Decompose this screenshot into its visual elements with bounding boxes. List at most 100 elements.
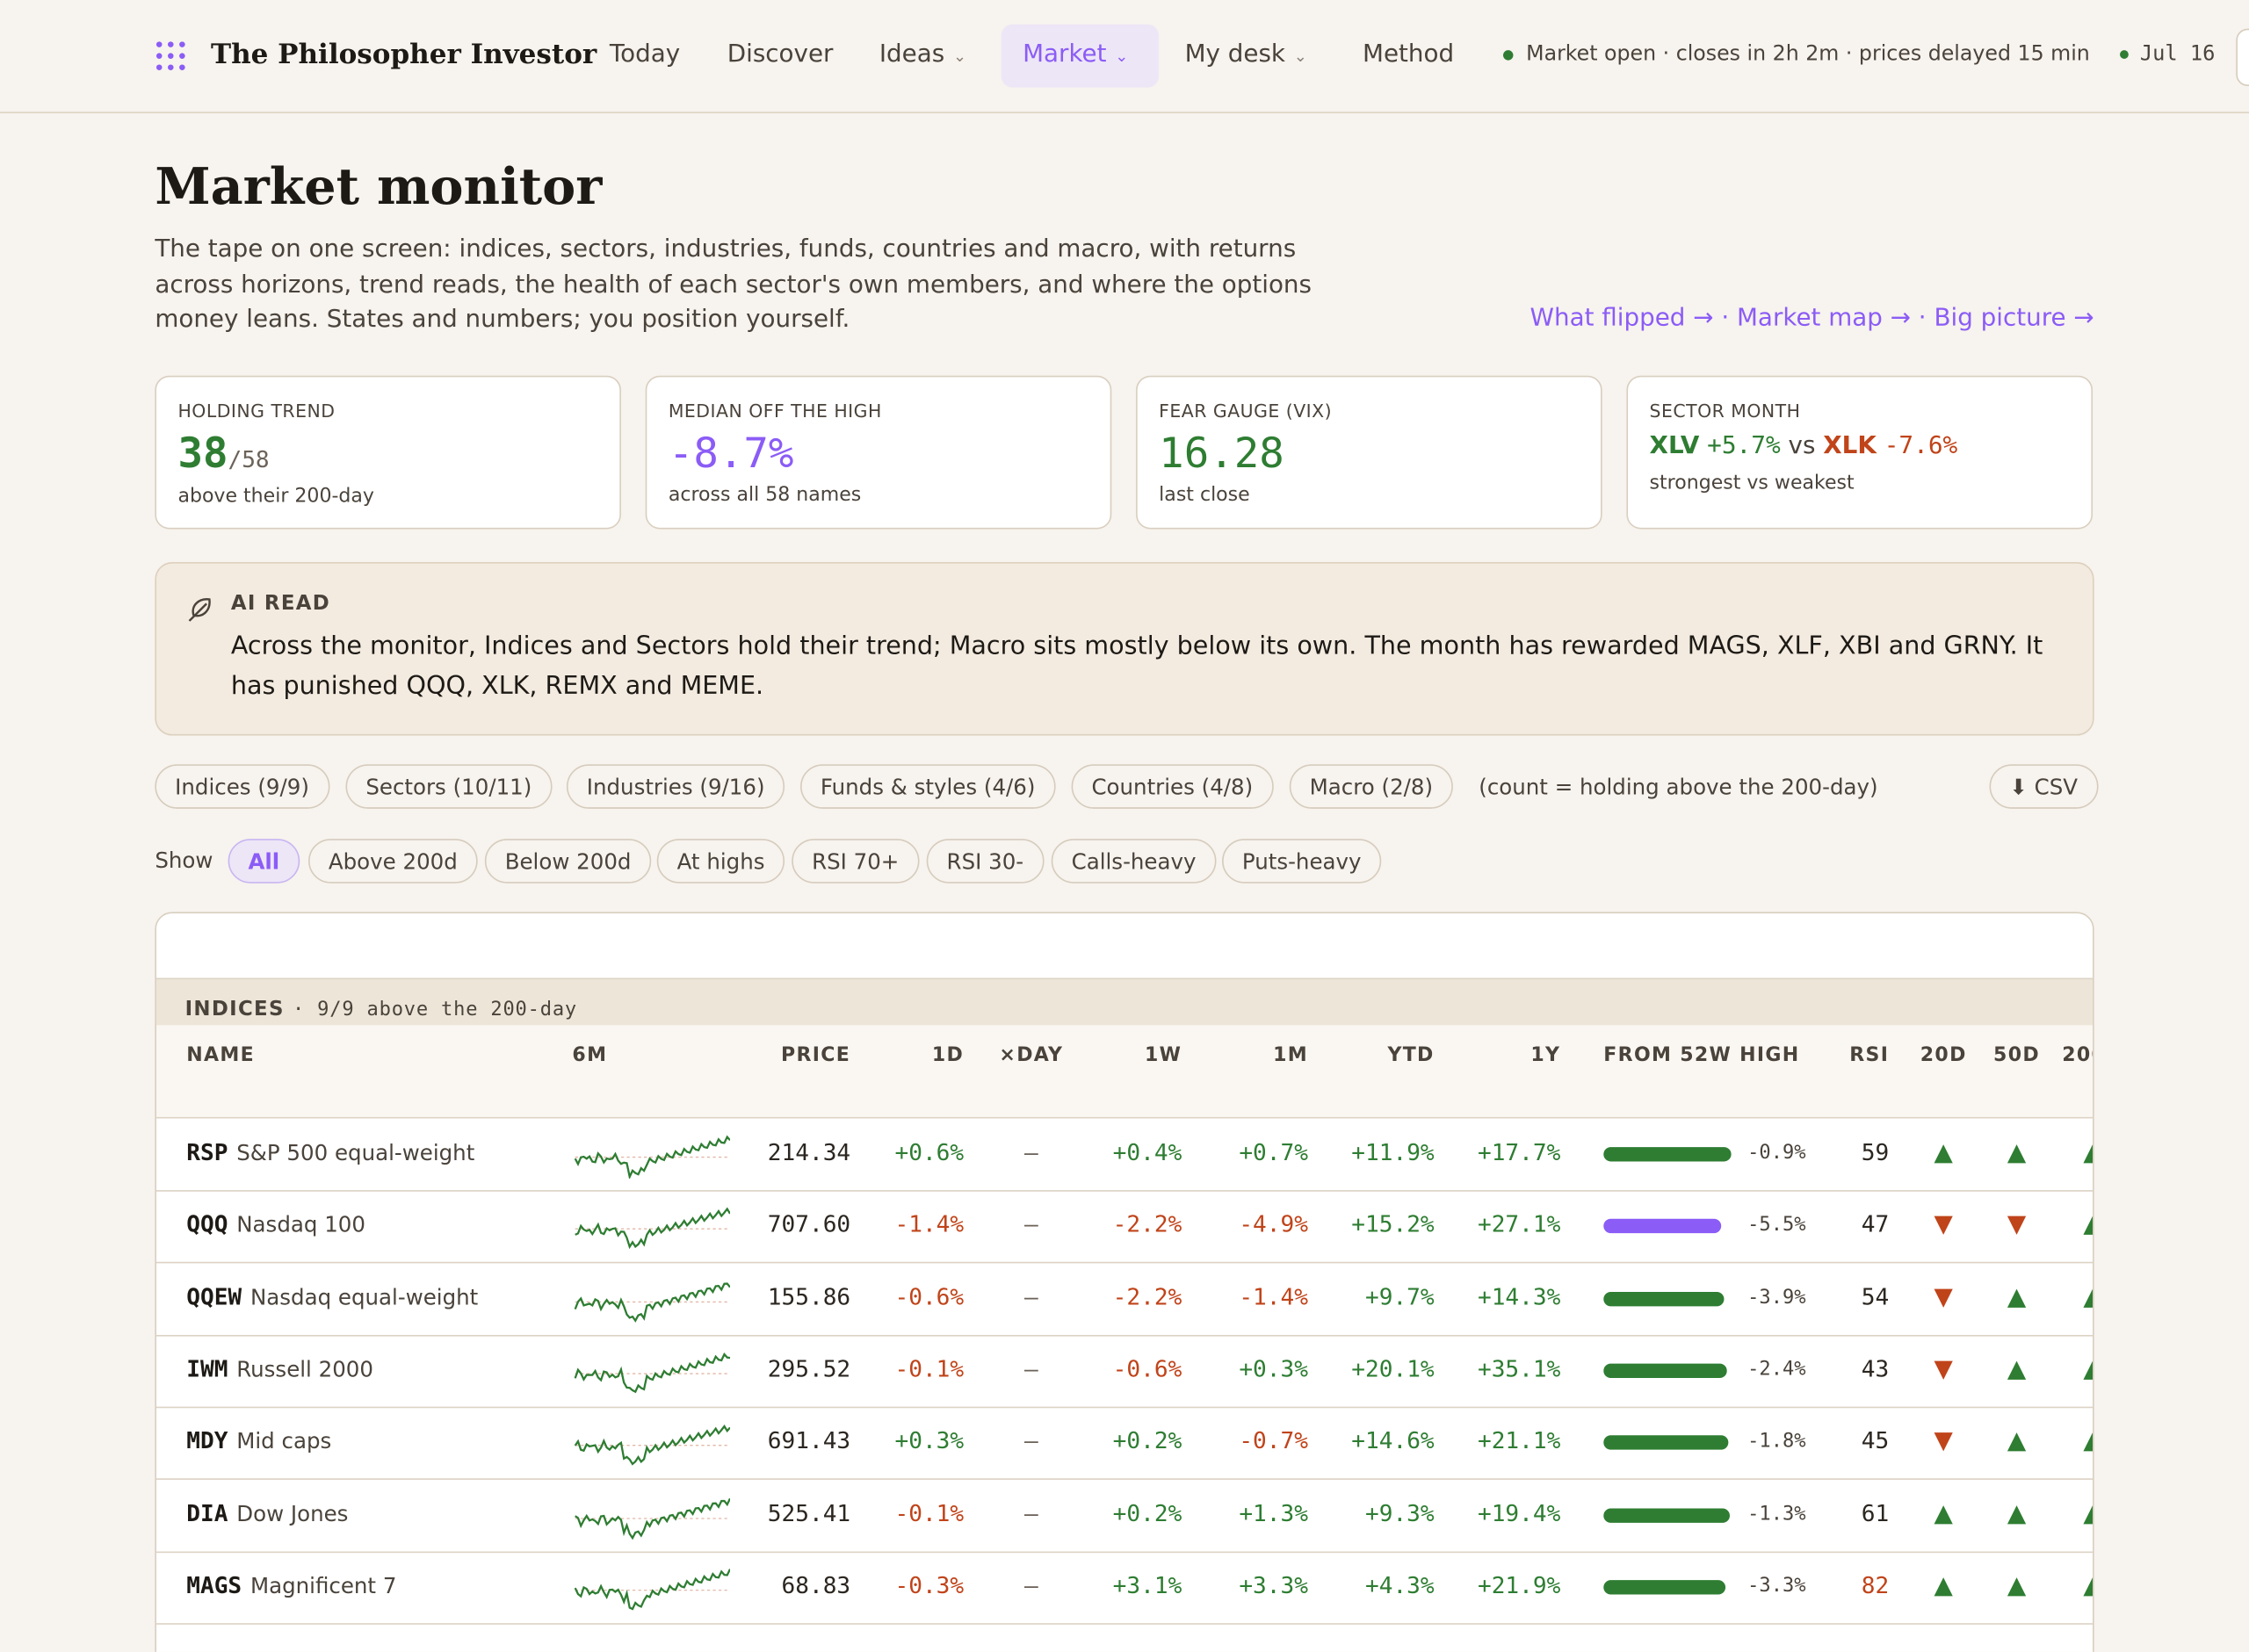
group-tab[interactable]: Industries (9/16) bbox=[566, 764, 785, 809]
trend-arrow: ▼ bbox=[1934, 1354, 1953, 1384]
rsi: 43 bbox=[1861, 1354, 1890, 1382]
link[interactable]: Big picture → bbox=[1934, 304, 2094, 333]
trend-arrow: ▲ bbox=[2007, 1282, 2027, 1312]
nav-item[interactable]: My desk ⌄ bbox=[1184, 40, 1307, 69]
ticker[interactable]: MAGS bbox=[186, 1571, 242, 1599]
cell-ytd: +11.9% bbox=[1351, 1138, 1435, 1166]
group-tab[interactable]: Sectors (10/11) bbox=[345, 764, 553, 809]
cell-d1: -0.1% bbox=[894, 1354, 965, 1382]
rsi: 61 bbox=[1861, 1498, 1890, 1526]
rsi: 82 bbox=[1861, 1571, 1890, 1599]
value-suffix: /58 bbox=[228, 445, 270, 473]
column-header: 200D bbox=[2062, 1043, 2093, 1067]
cell-price: 214.34 bbox=[767, 1138, 851, 1166]
brand[interactable]: The Philosopher Investor bbox=[210, 39, 597, 70]
column-header: 1D bbox=[931, 1043, 965, 1067]
group-tab[interactable]: Indices (9/9) bbox=[155, 764, 329, 809]
header-row bbox=[155, 1025, 2094, 1117]
name-cell: QQQ Nasdaq 100 bbox=[186, 1210, 365, 1237]
cell-w1: +0.2% bbox=[1112, 1426, 1182, 1454]
cell-ytd: +14.6% bbox=[1351, 1426, 1435, 1454]
column-header: 1M bbox=[1273, 1043, 1308, 1067]
link[interactable]: Market map → bbox=[1736, 304, 1911, 333]
from-high-label: -1.3% bbox=[1747, 1502, 1806, 1526]
ticker[interactable]: QQEW bbox=[186, 1282, 242, 1310]
cell-w1: -2.2% bbox=[1112, 1282, 1182, 1310]
row-divider bbox=[155, 1478, 2094, 1481]
trend-arrow: ▲ bbox=[2072, 1571, 2093, 1600]
cell-w1: -0.6% bbox=[1112, 1354, 1182, 1382]
section-band bbox=[155, 977, 2094, 1027]
section-name: INDICES bbox=[184, 998, 285, 1021]
row-divider bbox=[155, 1622, 2094, 1625]
nav-item[interactable]: Ideas ⌄ bbox=[879, 40, 967, 69]
date: Jul 16 bbox=[2139, 42, 2216, 67]
cell-m1: +3.3% bbox=[1239, 1571, 1308, 1599]
card-value: 16.28 bbox=[1159, 429, 1284, 478]
cell-d1: +0.6% bbox=[894, 1138, 965, 1166]
cell-price: 155.86 bbox=[767, 1282, 851, 1310]
trend-arrow: ▲ bbox=[2072, 1210, 2093, 1239]
cell-price: 525.41 bbox=[767, 1498, 851, 1526]
filter-chip[interactable]: Above 200d bbox=[308, 839, 478, 884]
trend-arrow: ▲ bbox=[2072, 1355, 2093, 1384]
feather-icon bbox=[188, 598, 211, 622]
column-header: YTD bbox=[1387, 1043, 1435, 1067]
ticker[interactable]: DIA bbox=[186, 1498, 228, 1526]
ticker[interactable]: RSP bbox=[186, 1138, 228, 1166]
filter-chip[interactable]: Calls-heavy bbox=[1051, 839, 1217, 884]
cell-price: 691.43 bbox=[767, 1426, 851, 1454]
trend-arrow: ▲ bbox=[2072, 1499, 2093, 1528]
link[interactable]: What flipped → bbox=[1529, 304, 1714, 333]
trend-arrow: ▲ bbox=[2007, 1354, 2027, 1384]
filter-chip[interactable]: All bbox=[228, 839, 300, 884]
filter-chip[interactable]: RSI 30- bbox=[926, 839, 1044, 884]
from-high-label: -0.9% bbox=[1747, 1141, 1806, 1165]
filter-chip[interactable]: Puts-heavy bbox=[1222, 839, 1382, 884]
status-dot bbox=[2120, 50, 2129, 59]
column-header: 50D bbox=[1993, 1043, 2040, 1067]
trend-arrow: ▲ bbox=[1934, 1498, 1953, 1528]
rsi: 54 bbox=[1861, 1282, 1890, 1310]
nav-label: Ideas bbox=[879, 40, 945, 69]
filter-chip[interactable]: Below 200d bbox=[484, 839, 652, 884]
ticker[interactable]: MDY bbox=[186, 1426, 228, 1454]
cell-xday: — bbox=[1023, 1498, 1038, 1526]
group-tab[interactable]: Funds & styles (4/6) bbox=[800, 764, 1056, 809]
group-tab[interactable]: Countries (4/8) bbox=[1071, 764, 1274, 809]
nav-item[interactable]: Method bbox=[1363, 40, 1455, 69]
name-cell: RSP S&P 500 equal-weight bbox=[186, 1138, 474, 1165]
trend-arrow: ▼ bbox=[1934, 1282, 1953, 1312]
group-tab[interactable]: Macro (2/8) bbox=[1289, 764, 1453, 809]
section-note: · 9/9 above the 200-day bbox=[293, 998, 577, 1021]
trend-arrow: ▲ bbox=[1934, 1138, 1953, 1167]
nav-button[interactable] bbox=[2236, 28, 2249, 86]
ticker[interactable]: QQQ bbox=[186, 1210, 228, 1238]
csv-button[interactable]: ⬇ CSV bbox=[1989, 764, 2098, 809]
stat-card: HOLDING TREND 38/58 above their 200-day bbox=[155, 375, 621, 530]
card-note: strongest vs weakest bbox=[1649, 472, 1855, 495]
fund-name: Russell 2000 bbox=[236, 1356, 373, 1382]
filter-chip[interactable]: At highs bbox=[656, 839, 785, 884]
card-label: FEAR GAUGE (VIX) bbox=[1159, 400, 1333, 422]
sparkline bbox=[574, 1352, 731, 1394]
status-dot bbox=[1503, 50, 1514, 61]
ticker[interactable]: IWM bbox=[186, 1354, 228, 1382]
cell-xday: — bbox=[1023, 1571, 1038, 1599]
filter-chip[interactable]: RSI 70+ bbox=[792, 839, 920, 884]
card-value: XLV +5.7% vs XLK -7.6% bbox=[1650, 431, 1958, 460]
nav-item[interactable]: Today bbox=[609, 40, 681, 69]
nav-item[interactable]: Market ⌄ bbox=[1023, 40, 1129, 69]
column-header: ×DAY bbox=[999, 1043, 1064, 1067]
card-value: 38/58 bbox=[177, 429, 269, 478]
from-high-label: -2.4% bbox=[1747, 1357, 1806, 1381]
nav-item[interactable]: Discover bbox=[727, 40, 834, 69]
column-header: FROM 52W HIGH bbox=[1603, 1043, 1800, 1067]
trend-arrow: ▲ bbox=[1934, 1571, 1953, 1600]
fund-name: Dow Jones bbox=[236, 1500, 349, 1526]
cell-xday: — bbox=[1023, 1354, 1038, 1382]
row-divider bbox=[155, 1550, 2094, 1553]
trend-arrow: ▲ bbox=[2007, 1571, 2027, 1600]
ai-read-text: Across the monitor, Indices and Sectors … bbox=[230, 632, 2043, 702]
cell-m1: -1.4% bbox=[1239, 1282, 1308, 1310]
